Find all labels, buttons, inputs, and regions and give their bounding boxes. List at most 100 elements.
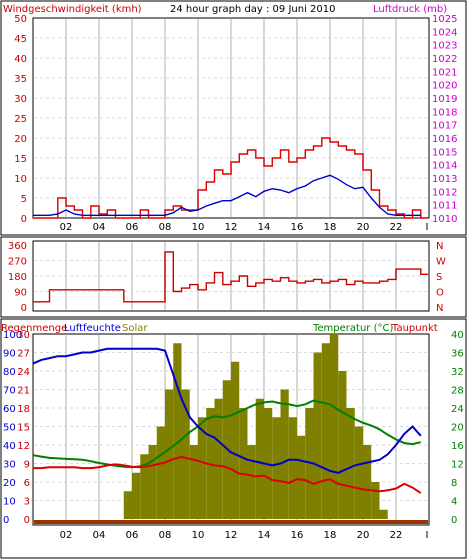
compass-label-2: S: [436, 272, 442, 283]
solar-title: Solar: [122, 323, 148, 334]
pressure-y-tick-1020: 1020: [432, 81, 457, 92]
x-tick-top-16: 16: [291, 222, 304, 233]
solar-bar-27: [255, 398, 264, 519]
plot1-frame: [32, 17, 430, 219]
solar-bar-35: [321, 343, 330, 519]
solar-bar-19: [189, 445, 198, 519]
rain-y-tick-6: 18: [17, 404, 30, 415]
x-tick-top-10: 10: [192, 222, 205, 233]
panel-wind-pressure-frame: [0, 0, 467, 236]
temp-y-tick-28: 28: [451, 386, 464, 397]
wind-y-tick-45: 45: [14, 34, 27, 45]
solar-bar-38: [346, 408, 355, 519]
pressure-y-tick-1021: 1021: [432, 67, 457, 78]
humidity-line: [32, 347, 422, 474]
solar-bar-39: [354, 426, 363, 519]
solar-bar-42: [379, 509, 388, 519]
rain-y-tick-2: 6: [24, 478, 30, 489]
solar-bar-26: [247, 445, 256, 519]
pressure-y-tick-1016: 1016: [432, 134, 457, 145]
dewpoint-line: [33, 455, 422, 494]
humidity-y-tick-70: 70: [3, 386, 16, 397]
temp-y-tick-16: 16: [451, 441, 464, 452]
solar-bar-41: [371, 482, 380, 519]
wind-y-tick-30: 30: [14, 94, 27, 105]
x-tick-top-20: 20: [357, 222, 370, 233]
solar-bar-13: [140, 454, 149, 519]
x-tick-top-22: 22: [390, 222, 403, 233]
x-tick-bottom-16: 16: [291, 530, 304, 541]
compass-label-3: W: [436, 257, 446, 268]
rain-y-tick-5: 15: [17, 423, 30, 434]
temp-y-tick-32: 32: [451, 367, 464, 378]
x-tick-bottom-I: I: [426, 530, 429, 541]
rain-y-tick-1: 3: [24, 497, 30, 508]
solar-bar-34: [313, 352, 322, 519]
solar-bar-16: [165, 389, 174, 519]
x-tick-top-18: 18: [324, 222, 337, 233]
humidity-y-tick-10: 10: [3, 497, 16, 508]
rain-y-tick-0: 0: [24, 515, 30, 526]
x-tick-top-04: 04: [93, 222, 106, 233]
rain-y-tick-3: 9: [24, 460, 30, 471]
solar-bar-17: [173, 343, 182, 519]
rain-y-tick-8: 24: [17, 367, 30, 378]
plot2-frame: [32, 240, 430, 312]
solar-bar-36: [330, 334, 339, 519]
direction-y-tick-360: 360: [8, 241, 27, 252]
pressure-y-tick-1012: 1012: [432, 187, 457, 198]
x-tick-bottom-20: 20: [357, 530, 370, 541]
graph-day-title: 24 hour graph day : 09 Juni 2010: [170, 4, 336, 15]
solar-bar-30: [280, 389, 289, 519]
solar-bar-11: [123, 491, 132, 519]
panel-direction-frame: [0, 236, 467, 318]
pressure-y-tick-1025: 1025: [432, 14, 457, 25]
wind-y-tick-10: 10: [14, 174, 27, 185]
x-tick-bottom-12: 12: [225, 530, 238, 541]
x-tick-bottom-14: 14: [258, 530, 271, 541]
temperature-title: Temperatur (°C): [312, 323, 393, 334]
pressure-y-tick-1017: 1017: [432, 121, 457, 132]
rain-baseline-bar: [34, 520, 428, 524]
temp-y-tick-8: 8: [451, 478, 457, 489]
temp-y-tick-12: 12: [451, 460, 464, 471]
pressure-y-tick-1014: 1014: [432, 161, 457, 172]
direction-y-tick-180: 180: [8, 272, 27, 283]
wind-y-tick-20: 20: [14, 134, 27, 145]
pressure-y-tick-1023: 1023: [432, 41, 457, 52]
pressure-y-tick-1013: 1013: [432, 174, 457, 185]
x-tick-top-14: 14: [258, 222, 271, 233]
compass-label-4: N: [436, 241, 443, 252]
humidity-y-tick-50: 50: [3, 423, 16, 434]
wind-y-tick-25: 25: [14, 114, 27, 125]
compass-label-0: N: [436, 303, 443, 314]
pressure-line: [33, 174, 421, 216]
wind-speed-line: [33, 137, 428, 219]
solar-bar-29: [272, 417, 281, 519]
wind-y-tick-35: 35: [14, 74, 27, 85]
direction-y-tick-270: 270: [8, 257, 27, 268]
solar-bar-31: [288, 417, 297, 519]
solar-bar-14: [148, 445, 157, 519]
solar-bar-15: [156, 426, 165, 519]
humidity-title: Luftfeuchte: [64, 323, 121, 334]
humidity-y-tick-40: 40: [3, 441, 16, 452]
humidity-y-tick-30: 30: [3, 460, 16, 471]
x-tick-bottom-04: 04: [93, 530, 106, 541]
wind-speed-title: Windgeschwindigkeit (kmh): [3, 4, 142, 15]
rain-y-tick-4: 12: [17, 441, 30, 452]
x-tick-bottom-10: 10: [192, 530, 205, 541]
x-tick-top-02: 02: [60, 222, 73, 233]
solar-bar-25: [239, 408, 248, 519]
wind-direction-line: [33, 251, 428, 303]
pressure-y-tick-1018: 1018: [432, 107, 457, 118]
solar-bar-20: [198, 417, 207, 519]
dewpoint-title: Taupunkt: [391, 323, 438, 334]
x-tick-bottom-06: 06: [126, 530, 139, 541]
pressure-y-tick-1010: 1010: [432, 214, 457, 225]
solar-bar-12: [132, 472, 141, 519]
solar-bar-37: [338, 371, 347, 519]
pressure-y-tick-1024: 1024: [432, 27, 457, 38]
humidity-y-tick-80: 80: [3, 367, 16, 378]
